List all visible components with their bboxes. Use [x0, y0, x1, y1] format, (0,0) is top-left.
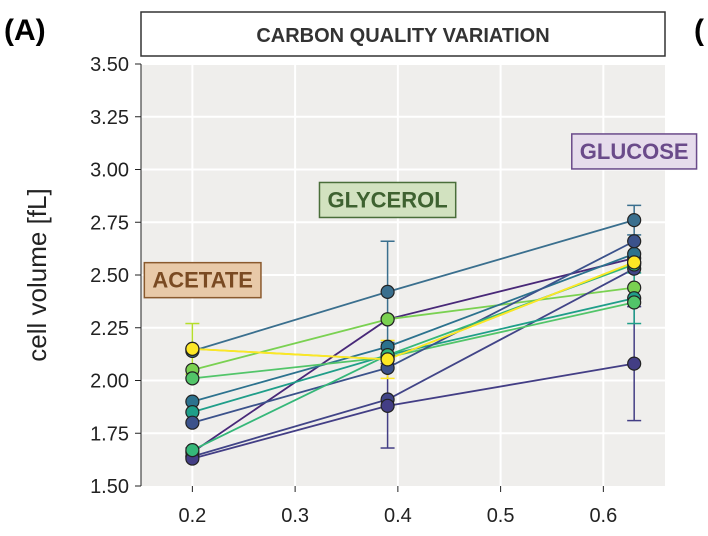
data-point	[627, 356, 642, 371]
data-point	[185, 443, 200, 458]
x-tick-label: 0.5	[487, 505, 515, 527]
y-tick-label: 3.00	[90, 160, 129, 182]
data-point	[380, 352, 395, 367]
annotation-box	[143, 261, 262, 299]
annotation-layer: ACETATE GLYCEROL GLUCOSE	[143, 133, 698, 299]
panel-label: (A)	[4, 14, 46, 47]
data-point	[185, 341, 200, 356]
x-tick-label: 0.6	[589, 505, 617, 527]
data-point	[380, 398, 395, 413]
y-tick-label: 1.50	[90, 476, 129, 498]
x-tick-label: 0.4	[384, 505, 412, 527]
chart-title: CARBON QUALITY VARIATION	[256, 25, 549, 47]
data-point	[627, 234, 642, 249]
chart-title-box: CARBON QUALITY VARIATION	[140, 11, 666, 57]
x-axis: 0.2 0.3 0.4 0.5 0.6	[178, 486, 617, 527]
data-point	[185, 371, 200, 386]
y-tick-label: 1.75	[90, 423, 129, 445]
annotation-label: GLYCEROL	[327, 187, 447, 212]
y-axis-label: cell volume [fL]	[22, 188, 52, 361]
next-panel-label-fragment: (	[694, 14, 704, 47]
annotation-glycerol: GLYCEROL	[318, 181, 457, 219]
data-point	[380, 312, 395, 327]
annotation-glucose: GLUCOSE	[571, 133, 698, 170]
y-tick-label: 3.25	[90, 107, 129, 129]
data-point	[627, 255, 642, 270]
y-tick-label: 2.50	[90, 265, 129, 287]
annotation-box	[318, 181, 457, 219]
data-point	[627, 213, 642, 228]
y-tick-label: 2.00	[90, 371, 129, 393]
x-tick-label: 0.2	[178, 505, 206, 527]
series-points	[185, 280, 642, 378]
annotation-box	[571, 133, 698, 170]
series-points	[185, 255, 642, 367]
annotation-label: ACETATE	[152, 268, 253, 293]
series-layer	[185, 204, 642, 466]
x-tick-label: 0.3	[281, 505, 309, 527]
y-tick-label: 3.50	[90, 54, 129, 76]
series-points	[185, 234, 642, 430]
data-point	[627, 295, 642, 310]
data-point	[185, 415, 200, 430]
y-tick-label: 2.75	[90, 212, 129, 234]
data-point	[380, 284, 395, 299]
annotation-acetate: ACETATE	[143, 261, 262, 299]
annotation-label: GLUCOSE	[580, 139, 689, 164]
y-tick-label: 2.25	[90, 318, 129, 340]
chart-title-frame	[140, 11, 666, 57]
y-axis: 1.50 1.75 2.00 2.25 2.50 2.75 3.00 3.25 3.50	[90, 54, 141, 498]
